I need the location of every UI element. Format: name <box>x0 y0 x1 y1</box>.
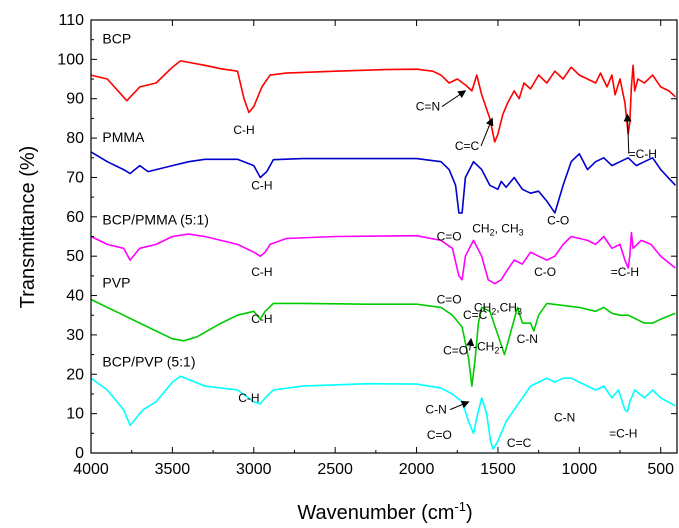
peak-annotation: C=O <box>443 344 468 358</box>
x-tick-label: 1000 <box>562 461 598 478</box>
y-tick-label: 50 <box>66 248 84 265</box>
annotation-arrow <box>466 337 475 351</box>
peak-annotation: =C-H <box>609 426 637 440</box>
series-labels: BCP PMMA BCP/PMMA (5:1) PVP BCP/PVP (5:1) <box>102 31 209 370</box>
y-tick-label: 30 <box>66 327 84 344</box>
peak-annotation: C=O <box>437 229 462 243</box>
x-tick-label: 500 <box>647 461 674 478</box>
series-label-4: BCP/PVP (5:1) <box>102 353 195 369</box>
x-axis-title-close: ) <box>466 502 473 524</box>
peak-annotation: C=O <box>427 428 452 442</box>
x-tick-label: 2000 <box>399 461 435 478</box>
y-tick-label: 20 <box>66 366 84 383</box>
series-label-2: BCP/PMMA (5:1) <box>102 212 209 228</box>
series-group <box>90 60 676 450</box>
annotation-arrow <box>623 113 632 154</box>
peak-annotation: C-H <box>251 312 272 326</box>
peak-annotation: C=O <box>437 292 462 306</box>
peak-annotation: C-H <box>233 123 254 137</box>
peak-annotation: CH2, CH3 <box>472 222 523 238</box>
x-axis-title-sup: -1 <box>454 499 466 514</box>
peak-annotation: C-N <box>517 332 538 346</box>
x-axis-title: Wavenumber (cm-1) <box>297 499 472 524</box>
x-tick-label: 1500 <box>480 461 516 478</box>
peak-annotation: C-N <box>554 411 575 425</box>
x-tick-label: 2500 <box>317 461 353 478</box>
peak-annotation: C-N <box>425 403 446 417</box>
y-axis-title: Transmittance (%) <box>17 146 39 309</box>
y-tick-label: 70 <box>66 169 84 186</box>
y-tick-label: 110 <box>58 12 84 29</box>
x-tick-label: 3000 <box>236 461 272 478</box>
annotation-arrow <box>480 117 494 147</box>
peak-annotation: C=C <box>455 139 480 153</box>
x-axis-title-main: Wavenumber (cm <box>297 502 454 524</box>
y-tick-label: 10 <box>66 406 84 423</box>
y-tick-label: 100 <box>57 51 84 68</box>
peak-annotation: C-H <box>251 178 272 192</box>
y-tick-label: 90 <box>66 91 84 108</box>
x-tick-label: 3500 <box>155 461 191 478</box>
peak-annotation: -CH2- <box>473 340 503 356</box>
peak-annotation: CH2,CH3 <box>474 300 522 316</box>
series-line-0 <box>90 60 676 143</box>
series-line-2 <box>90 231 676 285</box>
x-tick-label: 4000 <box>73 461 109 478</box>
peak-annotation: =C-H <box>629 147 657 161</box>
peak-annotation: C=N <box>416 100 440 114</box>
peak-annotation: C-H <box>238 391 259 405</box>
series-label-0: BCP <box>102 31 131 47</box>
peak-annotation: C=C <box>507 436 532 450</box>
annotation-arrow <box>441 90 467 107</box>
y-tick-label: 60 <box>66 209 84 226</box>
y-tick-label: 40 <box>66 288 84 305</box>
series-label-3: PVP <box>102 275 130 291</box>
peak-annotation: C-O <box>547 214 569 228</box>
y-tick-label: 80 <box>66 130 84 147</box>
peak-annotation: C=C <box>463 308 488 322</box>
y-tick-label: 0 <box>75 445 84 462</box>
peak-annotation: C-H <box>251 265 272 279</box>
series-line-4 <box>90 375 676 450</box>
axis-ticks: 4000 3500 3000 2500 2000 1500 1000 500 0 10 20 30 40… <box>57 12 677 478</box>
series-label-1: PMMA <box>102 129 145 145</box>
series-line-3 <box>90 298 676 387</box>
peak-annotation: =C-H <box>611 265 639 279</box>
annotation-arrow <box>449 400 470 411</box>
peak-annotation: C-O <box>534 265 556 279</box>
series-line-1 <box>90 151 676 214</box>
